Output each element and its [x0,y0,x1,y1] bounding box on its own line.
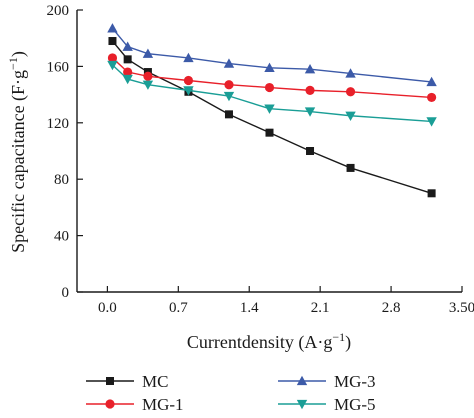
y-axis-title: Specific capacitance (F·g−1) [6,51,29,253]
y-tick-label: 80 [54,172,69,188]
data-point-mg-3 [183,52,194,63]
data-point-mg-5 [142,80,154,90]
y-tick-label: 0 [62,285,70,301]
data-point-mg-1 [183,75,194,86]
x-tick-label: 0.0 [98,300,117,316]
legend-label: MG-1 [142,395,184,414]
legend-marker [106,377,114,385]
legend-label: MG-5 [334,395,376,414]
data-point-mg-3 [426,76,437,87]
y-tick-label: 120 [47,116,70,132]
legend-marker [105,399,115,409]
legend-marker [296,375,308,386]
y-axis-title-main: Specific capacitance (F·g [8,70,29,253]
x-tick-label: 0.7 [169,300,188,316]
legend-item-mg-5: MG-5 [278,395,376,414]
data-point-mc [265,128,274,137]
x-tick-label: 2.8 [382,300,401,316]
series-line-mg-1 [111,57,432,99]
data-point-mg-1 [264,82,275,93]
legend-item-mg-3: MG-3 [278,372,376,391]
legend-item-mg-1: MG-1 [86,395,184,414]
data-point-mg-5 [264,104,275,114]
data-point-mg-5 [122,74,133,85]
y-tick-label: 40 [54,229,69,245]
y-tick-label: 160 [47,59,70,75]
data-point-mg-1 [107,53,118,63]
x-tick-label: 1.4 [240,300,259,316]
series-line-mc [111,40,432,194]
x-tick-label: 3.50 [449,300,474,316]
data-point-mg-1 [224,80,234,90]
x-axis-title: Currentdensity (A·g−1) [187,330,351,353]
data-point-mc [123,55,132,64]
data-point-mg-5 [107,60,118,71]
series-line-mg-5 [111,64,432,123]
legend: MC MG-1 MG-3 MG-5 [86,372,376,414]
series-line-mg-3 [111,27,432,83]
data-point-mc [427,189,436,198]
legend-label: MC [142,372,168,391]
data-point-mg-1 [305,85,315,95]
data-point-mg-1 [123,67,133,77]
y-axis-title-tail: ) [8,51,29,57]
data-point-mg-5 [304,107,316,117]
x-axis-title-sup: −1 [332,330,345,344]
data-point-mg-1 [345,87,356,97]
legend-marker [296,399,308,410]
data-point-mc [346,163,355,172]
data-point-mg-3 [122,41,133,51]
data-point-mc [306,147,315,155]
data-point-mc [224,110,233,119]
data-point-mg-5 [345,111,356,121]
data-point-mg-5 [183,86,194,96]
data-point-mg-3 [345,68,356,78]
y-axis-title-sup: −1 [6,57,20,70]
data-point-mg-5 [223,91,235,102]
axes: 0 40 80 120 160 200 0.0 0.7 1.4 2.1 2.8 3.50 [47,3,474,316]
x-tick-label: 2.1 [311,300,330,316]
legend-item-mc: MC [86,372,168,391]
x-axis-title-main: Currentdensity (A·g [187,332,332,353]
data-point-mg-3 [223,58,235,68]
data-point-mc [108,37,117,46]
data-point-mg-5 [426,117,437,127]
plot-area [107,23,437,198]
data-point-mg-3 [264,62,275,72]
legend-label: MG-3 [334,372,376,391]
data-point-mg-1 [143,71,153,81]
x-axis-title-tail: ) [345,332,351,353]
data-point-mg-3 [304,64,316,74]
y-tick-label: 200 [47,3,70,19]
data-point-mg-3 [142,48,154,58]
data-point-mg-3 [107,23,118,33]
data-point-mg-1 [427,92,437,103]
